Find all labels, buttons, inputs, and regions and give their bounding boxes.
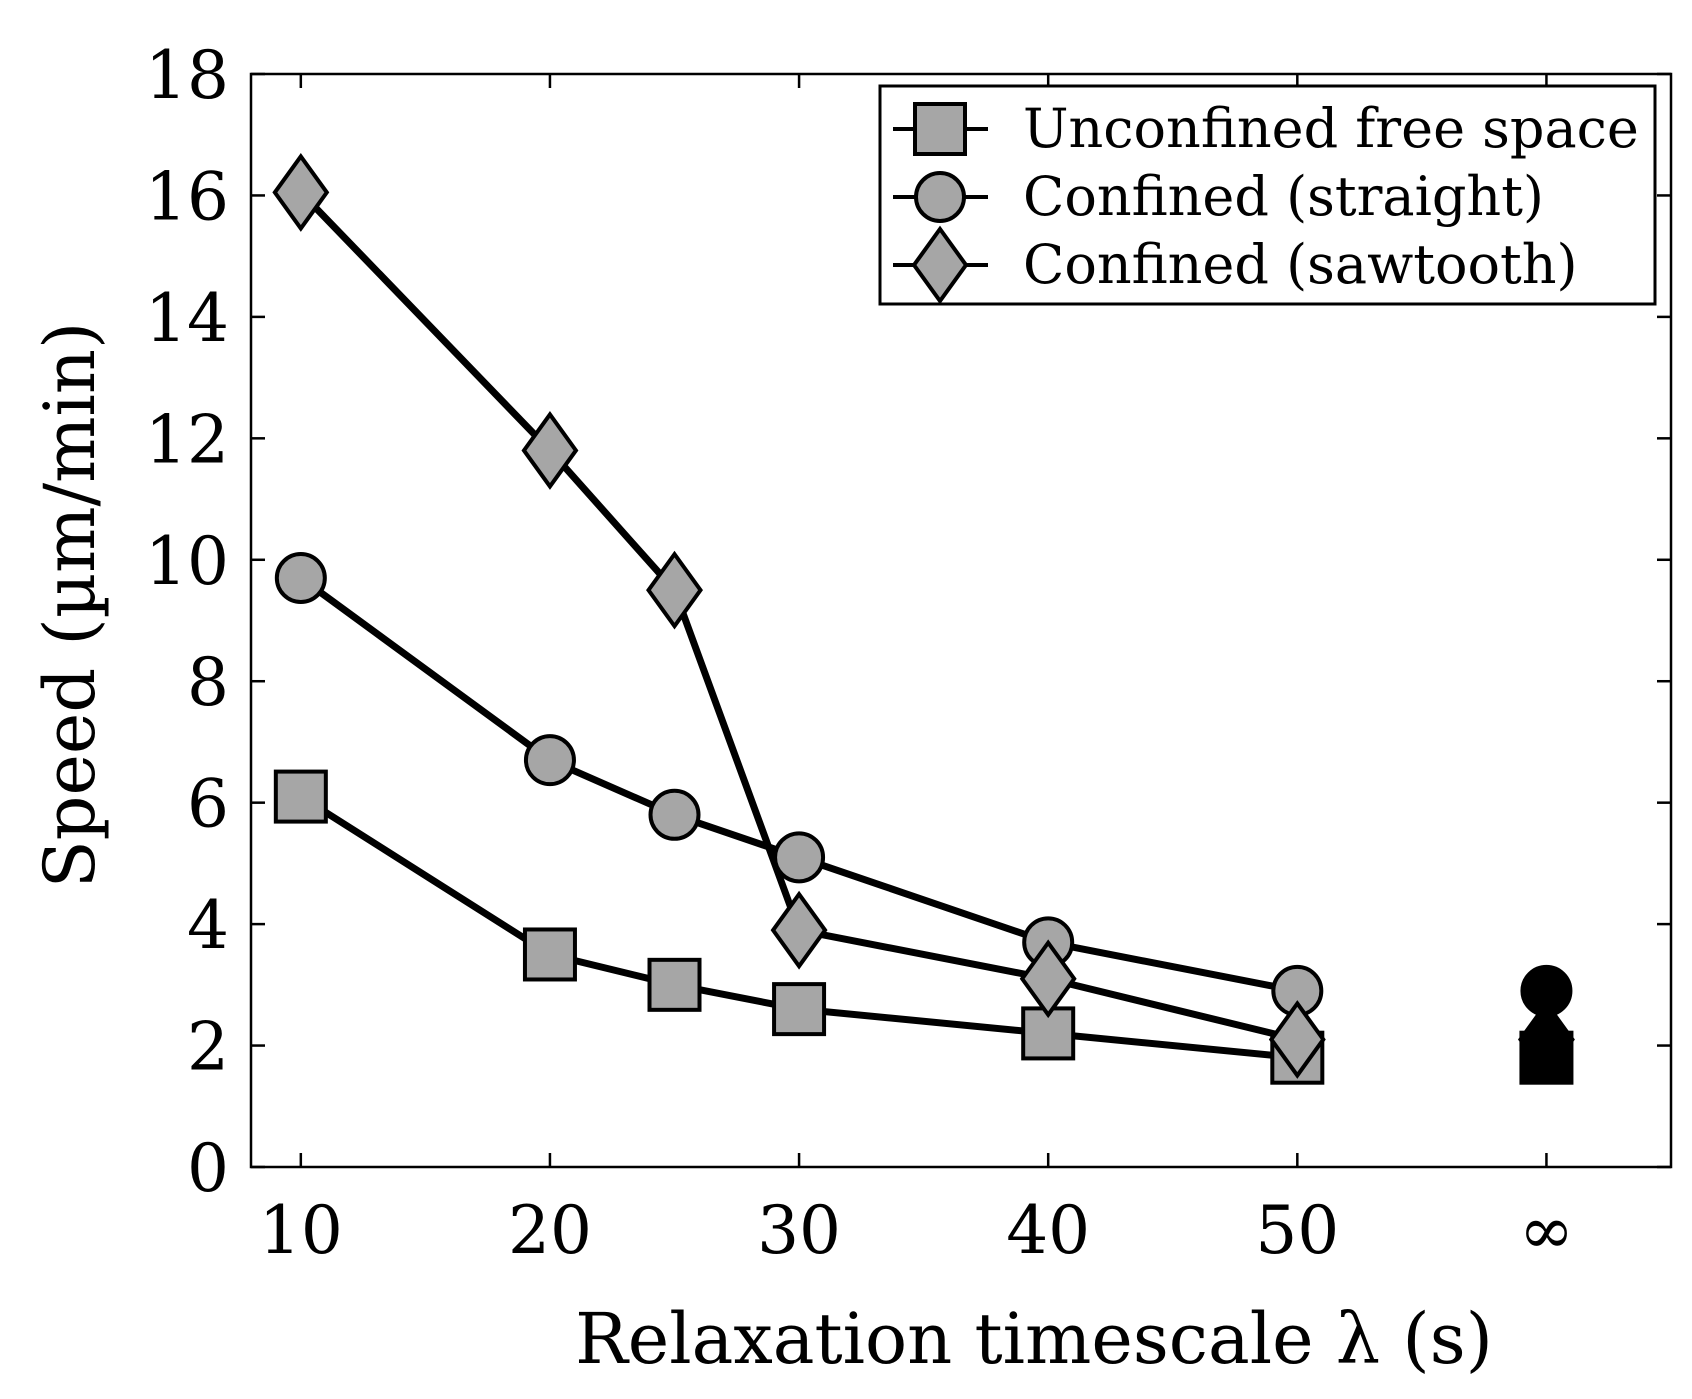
- data-point-confined-straight: [648, 788, 701, 841]
- y-tick-label: 16: [145, 158, 229, 235]
- data-point-unconfined-free-space: [647, 957, 702, 1012]
- y-tick-label: 4: [187, 887, 229, 964]
- series-markers: [272, 152, 1326, 1085]
- data-point-confined-straight: [274, 551, 327, 604]
- series-line-confined-straight: [297, 574, 1301, 995]
- y-tick-label: 0: [187, 1130, 229, 1207]
- data-point-unconfined-free-space: [522, 927, 577, 982]
- x-tick-label: ∞: [1519, 1192, 1574, 1269]
- legend-marker-confined-sawtooth: [911, 225, 969, 305]
- x-tick-label: 30: [757, 1192, 841, 1269]
- y-tick-label: 10: [145, 523, 229, 600]
- legend-marker-unconfined-free-space: [913, 102, 967, 156]
- data-point-unconfined-free-space: [273, 769, 328, 824]
- data-point-confined-straight: [523, 734, 576, 787]
- legend-box: [878, 84, 1657, 306]
- y-tick-label: 14: [145, 280, 229, 357]
- x-tick-label: 20: [508, 1192, 592, 1269]
- data-point-confined-sawtooth: [646, 550, 703, 630]
- legend-label-confined-sawtooth: Confined (sawtooth): [1023, 233, 1578, 296]
- series-line-confined-sawtooth: [297, 188, 1301, 1043]
- series-lines: [297, 188, 1301, 1062]
- x-tick-label: 40: [1006, 1192, 1090, 1269]
- y-axis-title: Speed (µm/min): [29, 322, 111, 889]
- data-point-unconfined-free-space: [772, 982, 827, 1037]
- limit-markers: [1517, 964, 1575, 1085]
- limit-point-unconfined-free-space: [1519, 1030, 1574, 1085]
- y-tick-label: 12: [145, 401, 229, 478]
- series-line-unconfined-free-space: [297, 793, 1301, 1062]
- y-tick-label: 6: [187, 766, 229, 843]
- x-tick-label: 10: [259, 1192, 343, 1269]
- data-point-confined-sawtooth: [521, 411, 579, 490]
- data-point-confined-straight: [773, 831, 826, 884]
- legend-label-unconfined-free-space: Unconfined free space: [1023, 97, 1639, 160]
- data-point-confined-sawtooth: [770, 890, 828, 970]
- data-point-confined-sawtooth: [1268, 1000, 1326, 1079]
- data-point-confined-sawtooth: [1019, 939, 1077, 1019]
- y-tick-label: 18: [145, 37, 229, 114]
- data-point-confined-sawtooth: [272, 152, 330, 232]
- x-axis-title: Relaxation timescale λ (s): [575, 1298, 1493, 1380]
- legend-label-confined-straight: Confined (straight): [1023, 165, 1544, 228]
- y-tick-label: 2: [187, 1009, 229, 1086]
- plot-frame: [249, 72, 1673, 1169]
- y-tick-labels: 0 2 4 6 8 10 12 14 16 18: [145, 37, 229, 1207]
- y-tick-label: 8: [187, 644, 229, 721]
- axis-ticks: [251, 72, 1671, 1169]
- legend-marker-confined-straight: [914, 171, 966, 223]
- x-tick-labels: 10 20 30 40 50 ∞: [259, 1192, 1574, 1269]
- x-tick-label: 50: [1255, 1192, 1339, 1269]
